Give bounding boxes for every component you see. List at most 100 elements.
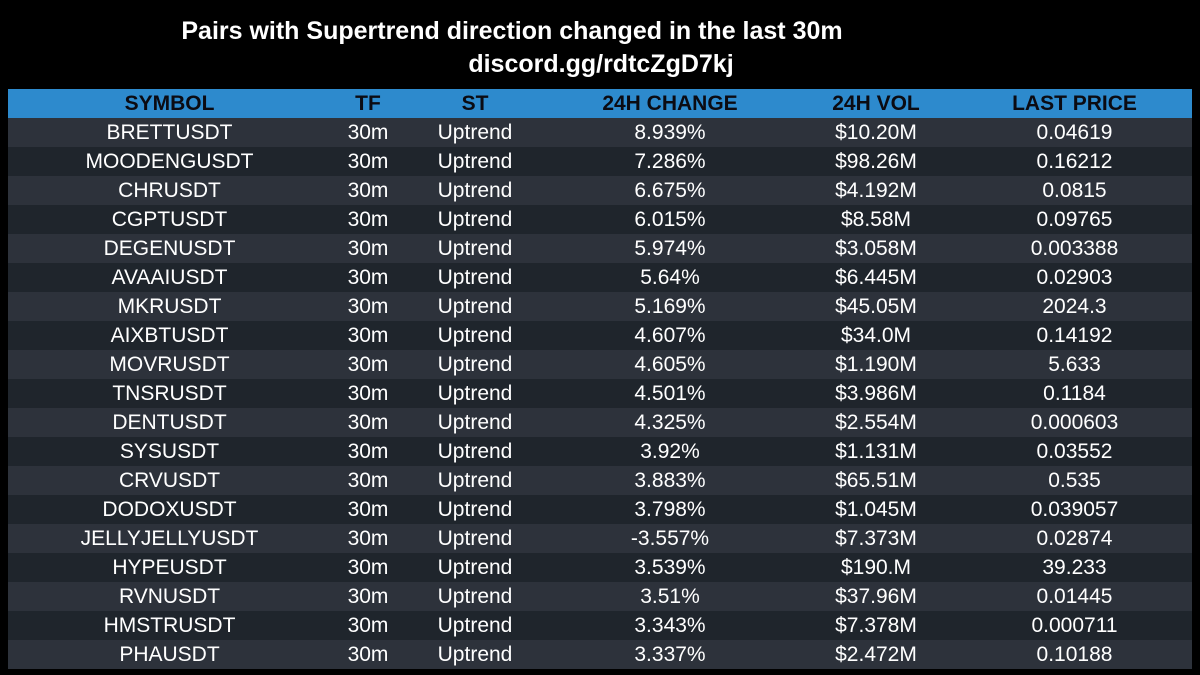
cell-tf: 30m [347, 439, 389, 463]
cell-tf: 30m [347, 613, 389, 637]
cell-tf: 30m [347, 294, 389, 318]
cell-24h-vol: $1.190M [835, 352, 917, 376]
cell-last-price: 0.1184 [1043, 381, 1106, 405]
cell-24h-vol: $2.554M [835, 410, 917, 434]
table-row: DODOXUSDT 30m Uptrend 3.798% $1.045M 0.039057 [8, 495, 1192, 524]
cell-24h-vol: $37.96M [835, 584, 917, 608]
cell-st: Uptrend [437, 120, 513, 144]
cell-tf: 30m [347, 526, 389, 550]
cell-symbol: HYPEUSDT [112, 555, 227, 579]
column-header-tf: TF [355, 91, 381, 115]
cell-24h-vol: $3.058M [835, 236, 917, 260]
discord-link[interactable]: discord.gg/rdtcZgD7kj [468, 50, 734, 78]
cell-symbol: HMSTRUSDT [103, 613, 236, 637]
cell-24h-vol: $2.472M [835, 642, 917, 666]
cell-24h-vol: $65.51M [835, 468, 917, 492]
cell-tf: 30m [347, 352, 389, 376]
cell-last-price: 0.04619 [1036, 120, 1113, 144]
cell-st: Uptrend [437, 294, 513, 318]
cell-24h-vol: $1.131M [835, 439, 917, 463]
cell-24h-change: 6.015% [634, 207, 706, 231]
cell-st: Uptrend [437, 352, 513, 376]
cell-24h-vol: $1.045M [835, 497, 917, 521]
cell-tf: 30m [347, 178, 389, 202]
column-header-symbol: SYMBOL [124, 91, 215, 115]
cell-24h-change: 3.343% [634, 613, 706, 637]
cell-last-price: 0.16212 [1036, 149, 1113, 173]
cell-symbol: AIXBTUSDT [110, 323, 229, 347]
cell-tf: 30m [347, 236, 389, 260]
cell-symbol: AVAAIUSDT [111, 265, 228, 289]
cell-symbol: PHAUSDT [119, 642, 220, 666]
cell-24h-change: 3.883% [634, 468, 706, 492]
cell-st: Uptrend [437, 323, 513, 347]
cell-24h-vol: $6.445M [835, 265, 917, 289]
cell-24h-vol: $3.986M [835, 381, 917, 405]
cell-24h-vol: $8.58M [840, 207, 912, 231]
cell-st: Uptrend [437, 613, 513, 637]
cell-last-price: 0.02903 [1036, 265, 1113, 289]
column-header-24h-change: 24H CHANGE [602, 91, 738, 115]
cell-24h-change: -3.557% [630, 526, 710, 550]
cell-24h-change: 4.607% [634, 323, 706, 347]
cell-24h-change: 4.605% [634, 352, 706, 376]
cell-last-price: 0.0815 [1042, 178, 1107, 202]
table-row: MOODENGUSDT 30m Uptrend 7.286% $98.26M 0.1621… [8, 147, 1192, 176]
cell-tf: 30m [347, 497, 389, 521]
cell-tf: 30m [347, 410, 389, 434]
cell-24h-vol: $7.373M [835, 526, 917, 550]
cell-st: Uptrend [437, 642, 513, 666]
cell-st: Uptrend [437, 207, 513, 231]
table-row: PHAUSDT 30m Uptrend 3.337% $2.472M 0.10188 [8, 640, 1192, 669]
cell-tf: 30m [347, 584, 389, 608]
cell-symbol: CRVUSDT [118, 468, 221, 492]
cell-last-price: 5.633 [1048, 352, 1101, 376]
cell-tf: 30m [347, 265, 389, 289]
cell-last-price: 2024.3 [1042, 294, 1107, 318]
table-row: MKRUSDT 30m Uptrend 5.169% $45.05M 2024.3 [8, 292, 1192, 321]
cell-st: Uptrend [437, 236, 513, 260]
cell-last-price: 0.09765 [1036, 207, 1113, 231]
cell-symbol: MOODENGUSDT [85, 149, 254, 173]
cell-last-price: 0.000711 [1031, 613, 1118, 637]
cell-24h-change: 3.337% [634, 642, 706, 666]
cell-symbol: MKRUSDT [117, 294, 222, 318]
cell-24h-change: 4.501% [634, 381, 706, 405]
table-row: TNSRUSDT 30m Uptrend 4.501% $3.986M 0.1184 [8, 379, 1192, 408]
cell-st: Uptrend [437, 439, 513, 463]
table-row: HMSTRUSDT 30m Uptrend 3.343% $7.378M 0.000711 [8, 611, 1192, 640]
table-row: CRVUSDT 30m Uptrend 3.883% $65.51M 0.535 [8, 466, 1192, 495]
cell-24h-change: 3.798% [634, 497, 706, 521]
cell-24h-vol: $4.192M [835, 178, 917, 202]
cell-24h-change: 5.64% [640, 265, 700, 289]
cell-symbol: DODOXUSDT [102, 497, 237, 521]
column-header-last-price: LAST PRICE [1012, 91, 1137, 115]
cell-st: Uptrend [437, 497, 513, 521]
cell-st: Uptrend [437, 149, 513, 173]
cell-24h-vol: $98.26M [835, 149, 917, 173]
table-row: SYSUSDT 30m Uptrend 3.92% $1.131M 0.03552 [8, 437, 1192, 466]
cell-24h-change: 7.286% [634, 149, 706, 173]
cell-last-price: 0.003388 [1030, 236, 1119, 260]
cell-last-price: 0.14192 [1036, 323, 1113, 347]
cell-tf: 30m [347, 120, 389, 144]
cell-symbol: CGPTUSDT [111, 207, 228, 231]
table-header-row: SYMBOL TF ST 24H CHANGE 24H VOL LAST PRI… [8, 89, 1192, 118]
cell-24h-change: 5.169% [634, 294, 706, 318]
table-body: BRETTUSDT 30m Uptrend 8.939% $10.20M 0.04619 M… [8, 118, 1192, 669]
cell-24h-change: 3.51% [640, 584, 700, 608]
cell-24h-vol: $45.05M [835, 294, 917, 318]
cell-last-price: 0.03552 [1036, 439, 1113, 463]
cell-24h-change: 5.974% [634, 236, 706, 260]
cell-tf: 30m [347, 149, 389, 173]
column-header-24h-vol: 24H VOL [832, 91, 920, 115]
cell-24h-vol: $34.0M [840, 323, 912, 347]
cell-24h-change: 6.675% [634, 178, 706, 202]
cell-st: Uptrend [437, 410, 513, 434]
cell-st: Uptrend [437, 178, 513, 202]
cell-tf: 30m [347, 468, 389, 492]
table-row: RVNUSDT 30m Uptrend 3.51% $37.96M 0.01445 [8, 582, 1192, 611]
cell-tf: 30m [347, 555, 389, 579]
page-title: Pairs with Supertrend direction changed … [181, 17, 843, 45]
cell-symbol: SYSUSDT [119, 439, 220, 463]
